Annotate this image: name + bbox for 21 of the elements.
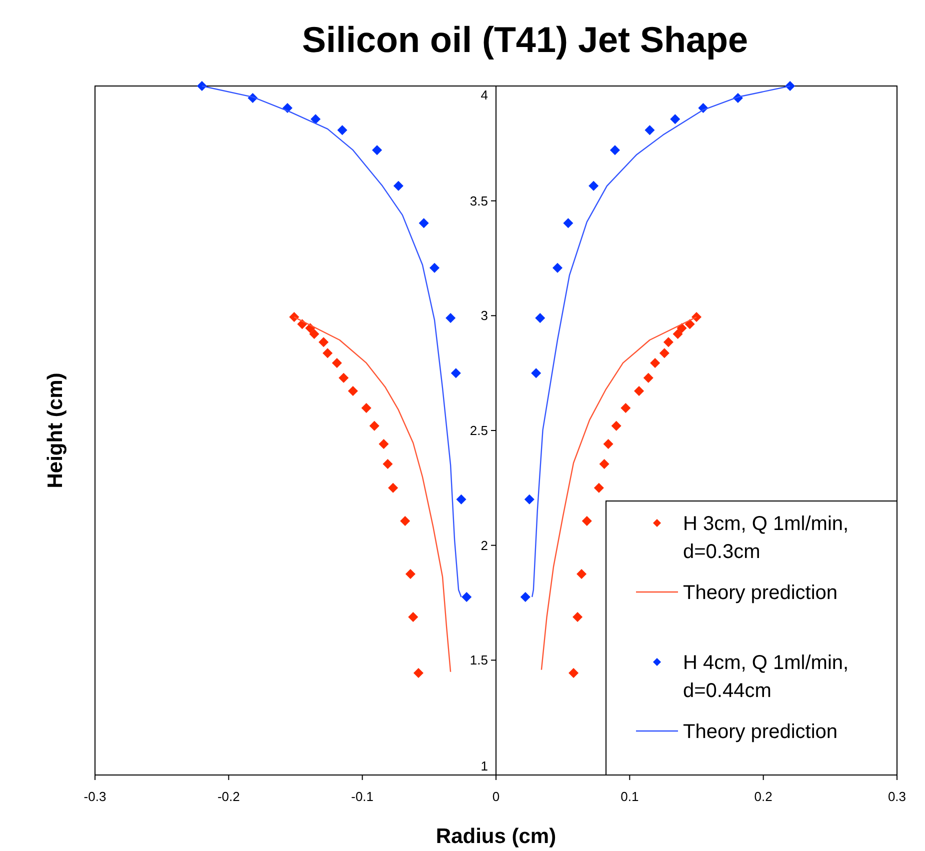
y-axis-title: Height (cm) [44, 372, 67, 488]
y-tick-label: 1 [480, 758, 488, 774]
x-tick-label: 0 [492, 789, 500, 804]
y-tick-label: 2 [480, 538, 488, 553]
x-axis-title: Radius (cm) [436, 825, 556, 848]
y-tick-label: 4 [480, 88, 488, 103]
y-tick-label: 2.5 [470, 423, 488, 438]
y-tick-label: 1.5 [470, 652, 488, 668]
x-tick-label: 0.3 [888, 789, 906, 804]
x-tick-label: -0.1 [351, 789, 374, 804]
legend-label: H 3cm, Q 1ml/min, d=0.3cm [683, 513, 849, 563]
x-tick-label: 0.2 [754, 789, 772, 804]
y-tick-label: 3.5 [470, 193, 488, 208]
legend-label: H 4cm, Q 1ml/min, d=0.44cm [683, 652, 849, 702]
x-tick-label: 0.1 [620, 789, 639, 804]
x-tick-label: -0.2 [217, 789, 240, 804]
legend-label: Theory prediction [683, 582, 838, 604]
y-tick-label: 3 [480, 308, 488, 324]
legend-label: Theory prediction [683, 721, 838, 743]
x-tick-label: -0.3 [84, 789, 106, 804]
chart-title: Silicon oil (T41) Jet Shape [302, 19, 748, 60]
